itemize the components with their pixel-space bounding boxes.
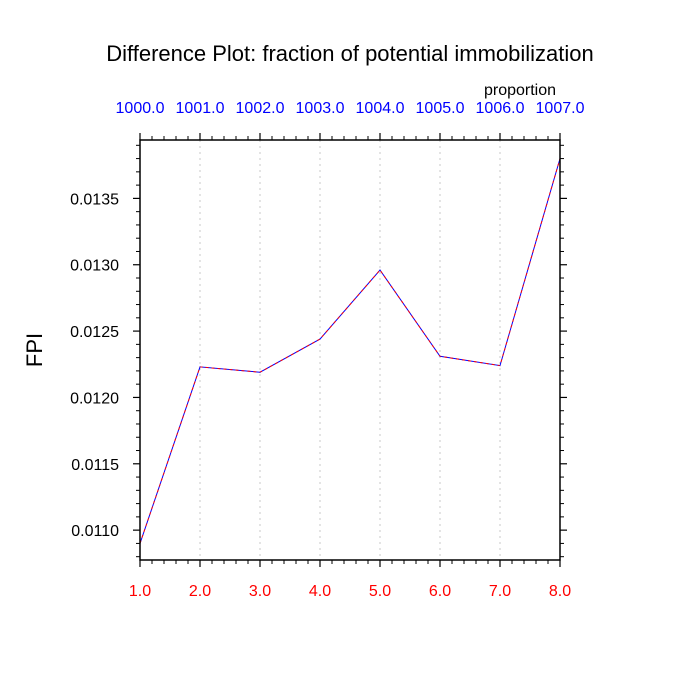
x-tick-label: 8.0 (549, 583, 571, 600)
data-point (259, 371, 261, 373)
top-axis-label: proportion (484, 82, 556, 99)
y-tick-label: 0.0115 (71, 457, 119, 474)
top-tick-label: 1005.0 (416, 100, 465, 117)
tick-labels: 1.0 2.0 3.0 4.0 5.0 6.0 7.0 8.0 1000.0 1001.0 1002… (70, 100, 585, 600)
x-tick-label: 1.0 (129, 583, 151, 600)
top-tick-label: 1004.0 (356, 100, 405, 117)
top-tick-label: 1003.0 (296, 100, 345, 117)
y-axis-label: FPI (22, 333, 47, 367)
grid-lines (199, 140, 501, 560)
x-tick-label: 6.0 (429, 583, 451, 600)
chart-title: Difference Plot: fraction of potential i… (106, 41, 594, 66)
series-lines (139, 158, 561, 544)
x-tick-label: 2.0 (189, 583, 211, 600)
series-line-dashes (139, 158, 561, 544)
y-tick-label: 0.0120 (70, 390, 119, 407)
x-tick-label: 7.0 (489, 583, 511, 600)
top-tick-label: 1007.0 (536, 100, 585, 117)
plot-frame (139, 139, 561, 561)
y-tick-label: 0.0125 (70, 324, 119, 341)
top-tick-label: 1002.0 (236, 100, 285, 117)
data-point (199, 366, 201, 368)
x-tick-label: 3.0 (249, 583, 271, 600)
data-point (439, 355, 441, 357)
x-tick-label: 5.0 (369, 583, 391, 600)
y-tick-label: 0.0135 (70, 191, 119, 208)
top-tick-label: 1000.0 (116, 100, 165, 117)
data-point (379, 269, 381, 271)
y-tick-label: 0.0130 (70, 258, 119, 275)
data-point (319, 338, 321, 340)
top-tick-label: 1006.0 (476, 100, 525, 117)
axis-ticks (133, 133, 567, 567)
top-tick-label: 1001.0 (176, 100, 225, 117)
series-line (139, 158, 561, 544)
data-point (499, 365, 501, 367)
x-tick-label: 4.0 (309, 583, 331, 600)
y-tick-label: 0.0110 (71, 523, 119, 540)
